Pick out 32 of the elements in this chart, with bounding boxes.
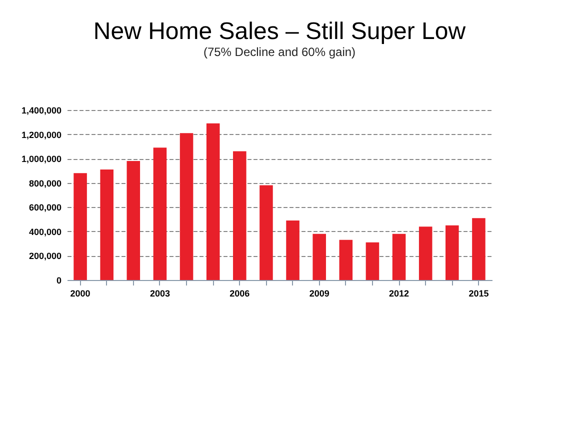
bar xyxy=(126,161,140,280)
bar xyxy=(472,218,486,280)
chart-subtitle: (75% Decline and 60% gain) xyxy=(203,45,356,59)
bar xyxy=(392,234,406,280)
x-tick-label: 2003 xyxy=(150,288,170,298)
bar xyxy=(446,225,459,280)
bar xyxy=(180,133,194,280)
bar xyxy=(233,151,246,280)
bar xyxy=(260,185,273,280)
x-tick-label: 2015 xyxy=(468,288,489,298)
x-tick-label: 2009 xyxy=(309,288,330,298)
chart-title: New Home Sales – Still Super Low xyxy=(93,18,466,45)
y-tick-label: 0 xyxy=(56,276,62,286)
bar xyxy=(153,148,167,280)
y-tick-label: 400,000 xyxy=(28,226,62,237)
bar xyxy=(339,240,353,280)
bar xyxy=(100,170,114,280)
y-tick-label: 200,000 xyxy=(28,251,62,262)
bar xyxy=(418,226,432,280)
y-tick-label: 1,400,000 xyxy=(21,106,62,116)
x-tick-label: 2006 xyxy=(230,288,250,298)
x-tick-label: 2000 xyxy=(70,288,90,298)
y-tick-label: 800,000 xyxy=(28,178,62,188)
bar xyxy=(366,242,380,280)
bar xyxy=(74,173,87,280)
y-tick-label: 1,000,000 xyxy=(21,154,62,164)
bar xyxy=(286,220,300,280)
y-tick-label: 1,200,000 xyxy=(21,130,62,140)
bar xyxy=(312,234,326,280)
x-tick-label: 2012 xyxy=(389,288,410,298)
bar xyxy=(206,123,220,280)
y-tick-label: 600,000 xyxy=(28,202,62,213)
